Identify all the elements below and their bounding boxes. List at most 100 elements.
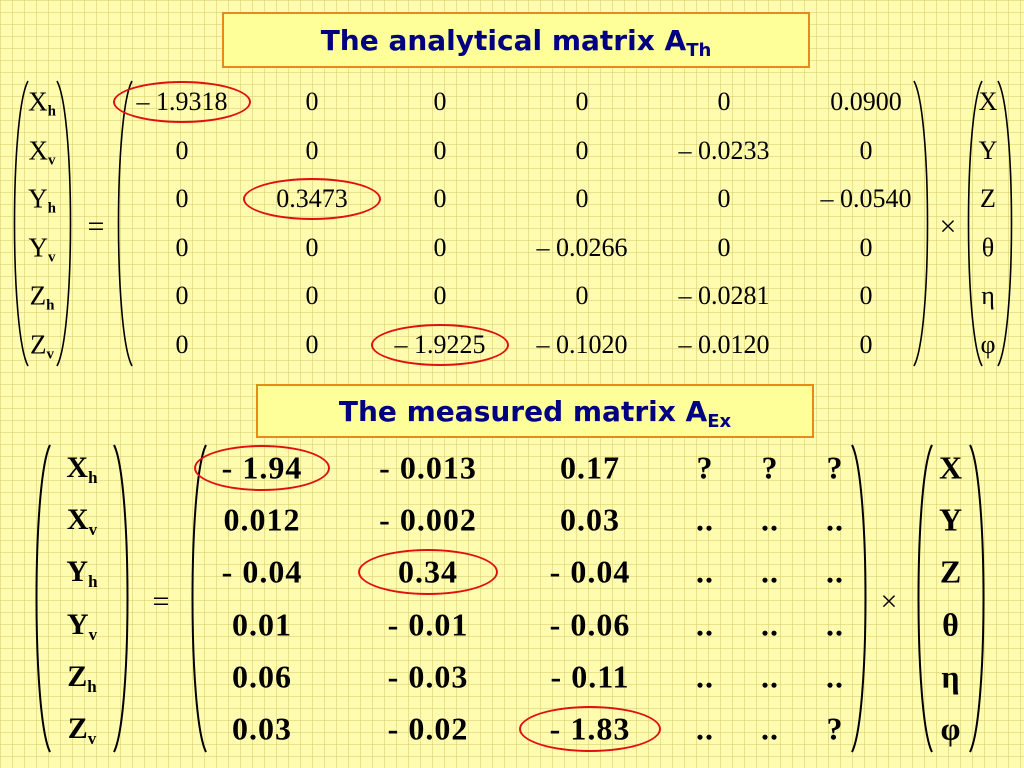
measured-matrix-title: The measured matrix AEx	[256, 384, 814, 438]
signal-name: X	[66, 503, 89, 537]
measured-matrix-cell: 0.06	[232, 658, 292, 695]
analytical-matrix-cell: 0	[433, 232, 447, 262]
measured-lhs-right-bracket	[113, 444, 129, 753]
analytical-matrix-cell: 0	[859, 135, 873, 165]
analytical-matrix-cell: – 0.0281	[678, 281, 770, 311]
measured-matrix-cell: ..	[826, 658, 844, 695]
measured-matrix-cell: ..	[696, 710, 714, 747]
measured-lhs-label: Xh	[66, 451, 97, 486]
signal-subscript: v	[48, 152, 56, 169]
signal-subscript: v	[88, 624, 98, 644]
signal-name: Z	[29, 280, 47, 311]
measured-times-sign: ×	[880, 585, 898, 618]
analytical-matrix-cell: 0	[717, 232, 731, 262]
analytical-matrix-cell: 0	[717, 184, 731, 214]
analytical-matrix-cell: 0	[175, 232, 189, 262]
signal-subscript: h	[87, 676, 97, 696]
measured-matrix-cell: ..	[826, 606, 844, 643]
signal-name: X	[28, 86, 48, 117]
analytical-lhs-right-bracket	[56, 80, 72, 367]
signal-subscript: h	[47, 103, 56, 120]
measured-lhs-left-bracket	[35, 444, 51, 753]
analytical-equals-sign: =	[87, 210, 105, 243]
measured-highlight-circle	[519, 706, 661, 752]
analytical-matrix-cell: 0	[305, 330, 319, 359]
measured-lhs-label: Yv	[67, 608, 98, 644]
analytical-rhs-right-bracket	[997, 80, 1013, 367]
analytical-matrix-cell: 0	[305, 87, 319, 116]
analytical-matrix-cell: 0	[305, 135, 319, 165]
measured-matrix-cell: - 0.013	[379, 449, 477, 486]
measured-matrix-cell: 0.03	[560, 501, 620, 538]
analytical-title-text: The analytical matrix A	[320, 24, 687, 57]
analytical-matrix-cell: 0	[175, 135, 189, 165]
analytical-matrix-cell: 0	[433, 135, 447, 165]
measured-matrix-cell: 0.012	[223, 501, 301, 538]
analytical-rhs-variable: θ	[981, 232, 995, 262]
measured-lhs-label: Yh	[66, 555, 98, 592]
measured-matrix-cell: - 0.06	[549, 606, 631, 643]
analytical-matrix-cell: 0	[433, 184, 447, 214]
signal-name: Y	[66, 555, 89, 589]
measured-lhs-label: Zv	[67, 712, 97, 748]
analytical-lhs-label: Yv	[29, 232, 56, 265]
analytical-title-subscript: Th	[686, 40, 712, 61]
signal-subscript: h	[46, 297, 55, 314]
analytical-matrix-cell: 0	[433, 281, 447, 311]
signal-subscript: h	[47, 200, 56, 217]
signal-name: X	[66, 451, 89, 484]
analytical-matrix-cell: 0	[859, 232, 873, 262]
analytical-rhs-variable: X	[978, 87, 998, 116]
analytical-matrix-left-bracket	[117, 80, 133, 367]
analytical-matrix-cell: 0	[433, 87, 447, 116]
analytical-matrix-cell: 0	[717, 87, 731, 116]
analytical-matrix-cell: 0	[859, 330, 873, 359]
analytical-lhs-label: Xh	[28, 86, 56, 120]
signal-name: Z	[67, 659, 88, 693]
analytical-rhs-variable: Y	[978, 135, 998, 165]
analytical-matrix-cell: 0	[305, 281, 319, 311]
analytical-rhs-left-bracket	[967, 80, 983, 367]
measured-matrix-cell: ..	[761, 606, 779, 643]
signal-subscript: v	[46, 346, 55, 363]
measured-matrix-cell: ..	[761, 710, 779, 747]
analytical-matrix-cell: 0	[175, 281, 189, 311]
measured-matrix-left-bracket	[191, 444, 207, 753]
signal-subscript: h	[88, 572, 98, 592]
signal-subscript: v	[88, 520, 98, 540]
measured-matrix-cell: 0.17	[560, 449, 620, 486]
analytical-matrix-cell: – 0.0266	[536, 232, 628, 262]
measured-matrix-cell: ..	[826, 553, 844, 590]
analytical-matrix-cell: 0	[575, 87, 589, 116]
measured-matrix-cell: ?	[826, 449, 844, 486]
analytical-highlight-circle	[243, 178, 381, 221]
measured-matrix-cell: ..	[696, 606, 714, 643]
analytical-times-sign: ×	[939, 210, 957, 243]
measured-rhs-variable: φ	[940, 710, 962, 747]
signal-name: Z	[67, 712, 88, 745]
measured-matrix-cell: - 0.04	[549, 553, 631, 590]
measured-matrix-cell: - 0.01	[387, 606, 469, 643]
analytical-highlight-circle	[371, 324, 509, 366]
analytical-matrix-cell: – 0.0233	[678, 135, 770, 165]
measured-rhs-variable: η	[941, 658, 961, 695]
measured-matrix-cell: ..	[696, 501, 714, 538]
measured-matrix-cell: ?	[761, 449, 779, 486]
measured-rhs-variable: Z	[939, 553, 963, 590]
analytical-lhs-label: Zh	[29, 280, 55, 314]
signal-name: Z	[30, 329, 47, 360]
analytical-matrix-title: The analytical matrix ATh	[222, 12, 810, 68]
analytical-lhs-label: Zv	[30, 329, 55, 363]
measured-matrix-cell: - 0.02	[387, 710, 469, 747]
analytical-rhs-variable: η	[981, 281, 995, 311]
analytical-matrix-cell: – 0.0120	[678, 330, 770, 359]
measured-matrix-cell: ?	[696, 449, 714, 486]
analytical-lhs-label: Xv	[29, 135, 56, 169]
analytical-matrix-cell: 0	[175, 330, 189, 359]
signal-subscript: v	[87, 729, 97, 748]
measured-matrix-cell: ..	[696, 658, 714, 695]
measured-matrix-cell: - 0.03	[387, 658, 469, 695]
analytical-matrix-cell: 0	[575, 281, 589, 311]
measured-rhs-left-bracket	[917, 444, 933, 753]
measured-rhs-right-bracket	[969, 444, 985, 753]
